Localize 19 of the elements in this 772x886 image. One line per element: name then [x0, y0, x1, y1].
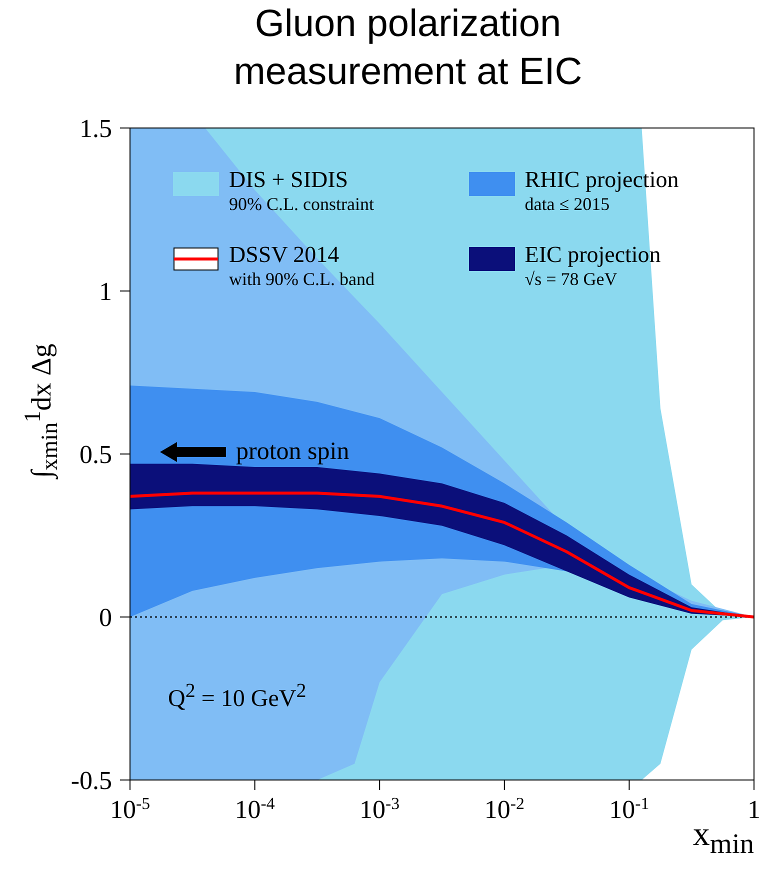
annotation: proton spin [236, 438, 350, 466]
legend-label: DSSV 2014 with 90% C.L. band [229, 242, 374, 291]
legend-label: DIS + SIDIS 90% C.L. constraint [229, 167, 374, 216]
y-tick-label: 0 [99, 603, 112, 632]
x-tick-label: 10$^{-3}$ [360, 794, 400, 824]
y-tick-label: -0.5 [70, 766, 112, 795]
y-tick-label: 1.5 [80, 114, 112, 143]
y-tick-label: 0.5 [80, 440, 112, 469]
legend-label: RHIC projection data ≤ 2015 [524, 167, 679, 216]
x-tick-label: 10$^{-2}$ [484, 794, 524, 824]
legend-label: EIC projection √s = 78 GeV [524, 242, 661, 291]
x-tick-label: 10$^{-5}$ [110, 794, 150, 824]
annotation: Q$^{2}$ = 10 GeV$^{2}$ [168, 680, 306, 713]
line-series [130, 492, 754, 618]
x-tick-label: 10$^{-4}$ [234, 794, 276, 824]
x-tick-label: 10$^{-1}$ [609, 794, 650, 824]
y-tick-label: 1 [99, 277, 112, 306]
chart-title: Gluon polarization measurement at EIC [232, 2, 584, 95]
x-tick-label: 1 [748, 795, 760, 824]
